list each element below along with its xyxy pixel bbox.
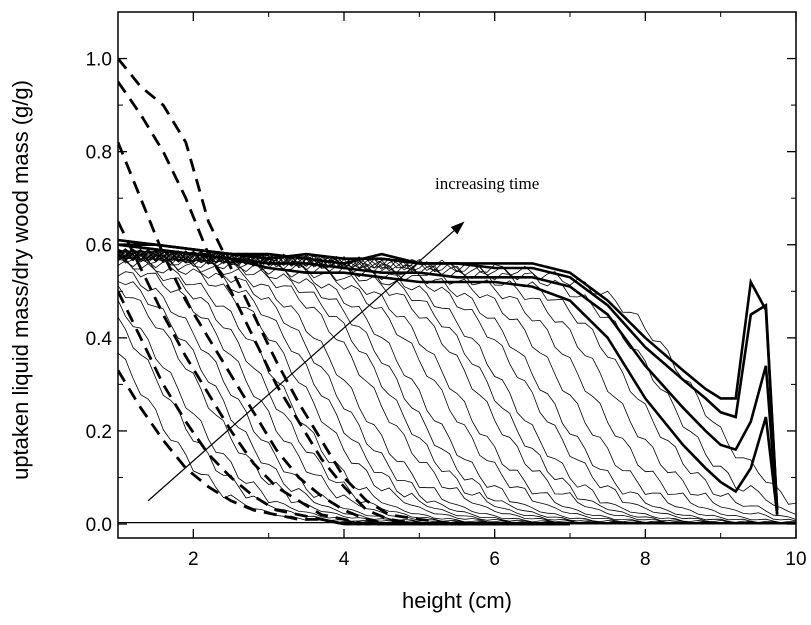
thin-series-line [118,248,796,523]
y-tick-label: 1.0 [86,50,112,71]
y-tick-label: 0.8 [86,143,112,164]
thick-series-line [118,238,779,511]
thin-series-line [118,249,796,524]
thin-series-line [118,249,796,525]
x-axis-title: height (cm) [402,588,512,613]
annotation-layer: increasing time [147,174,539,502]
y-tick-label: 0.4 [86,329,113,350]
thin-series-line [118,271,796,525]
thin-series-line [118,248,796,525]
y-axis-title: uptaken liquid mass/dry wood mass (g/g) [8,80,33,480]
thin-series-line [118,249,796,525]
thin-series-line [118,248,796,515]
x-tick-label: 6 [489,549,500,570]
thick-series-line [118,243,779,515]
thin-series-line [118,249,796,525]
thin-series-line [118,249,796,525]
thin-series-line [118,248,796,525]
thin-series-line [118,259,796,525]
thin-series-line [118,249,796,525]
thick-series-line [118,243,779,515]
thin-series-line [118,248,796,525]
increasing-time-arrow [147,230,455,502]
x-tick-label: 4 [339,549,350,570]
series-layer [118,57,796,526]
x-tick-label: 8 [640,549,651,570]
thin-series-line [118,248,796,525]
y-tick-label: 0.0 [86,515,112,536]
thin-series-line [118,249,796,525]
thin-series-line [118,249,796,522]
arrowhead-icon [450,221,465,235]
x-tick-label: 10 [785,549,806,570]
y-tick-label: 0.6 [86,236,112,257]
y-tick-label: 0.2 [86,422,112,443]
thick-series-line [118,243,779,511]
thin-series-line [118,249,796,505]
thin-series-line [118,248,796,525]
axes-layer: 2 4 6 8 10 0.0 0.2 0.4 0.6 0.8 1.0 [86,11,807,570]
plot-frame [117,11,797,539]
thin-series-line [118,250,796,525]
x-tick-label: 2 [188,549,199,570]
dashed-series-line [118,57,570,526]
annotation-label: increasing time [435,174,539,193]
